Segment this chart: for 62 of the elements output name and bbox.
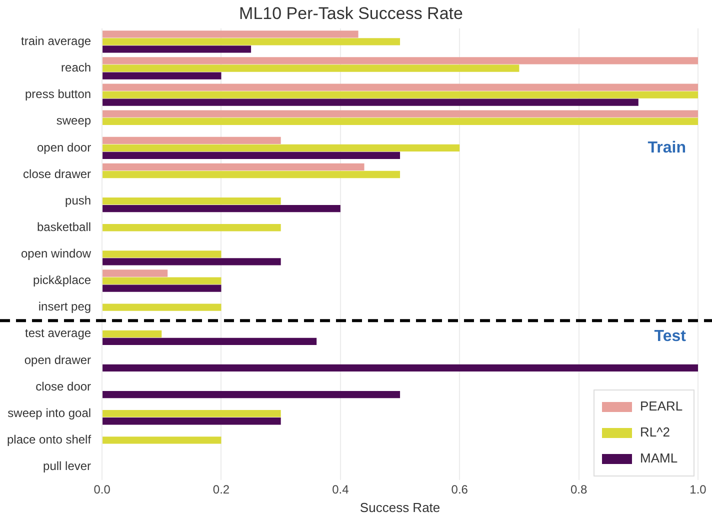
bar [102,144,460,152]
y-tick-label: sweep [56,114,92,128]
x-tick-label: 1.0 [690,482,707,497]
bar [102,110,698,118]
bar [102,224,281,232]
bar [102,304,222,311]
bar [102,152,400,160]
annotation: Test [654,328,687,345]
bar [102,330,162,338]
bar [102,72,222,80]
y-tick-label: insert peg [38,300,92,314]
bar [102,436,222,444]
y-tick-label: reach [61,60,92,75]
y-tick-label: pick&place [33,273,92,288]
x-tick-label: 0.4 [332,482,350,497]
bar [102,390,400,398]
bar [102,84,698,91]
bar [102,418,281,425]
y-tick-label: basketball [37,220,92,234]
y-tick-label: test average [25,326,92,340]
y-tick-label: close drawer [23,166,92,181]
bar [102,98,638,106]
y-tick-label: press button [25,87,92,102]
bar [102,410,281,418]
annotation: Train [648,139,686,156]
y-tick-label: push [65,193,92,208]
bar [102,91,698,98]
y-tick-label: train average [21,34,92,48]
bar [102,64,520,72]
chart-title: ML10 Per-Task Success Rate [239,4,463,23]
x-tick-label: 0.0 [94,482,111,497]
y-tick-label: pull lever [43,459,92,474]
x-tick-label: 0.2 [212,482,230,497]
legend-label: RL^2 [640,424,670,440]
bar [102,277,222,284]
bar [102,338,317,345]
legend-label: MAML [640,450,678,466]
bar [102,46,252,53]
y-tick-label: close door [36,379,92,394]
y-tick-label: open drawer [24,352,92,367]
legend-label: PEARL [640,398,683,414]
x-tick-label: 0.6 [451,482,468,497]
bar [102,136,281,144]
bar [102,284,222,292]
x-axis-title: Success Rate [360,500,440,515]
x-tick-label: 0.8 [570,482,588,497]
bar [102,205,340,212]
y-tick-label: place onto shelf [6,432,92,446]
bar [102,38,400,46]
bar [102,258,281,266]
y-tick-label: open door [37,140,92,154]
bar [102,30,358,38]
bar [102,197,281,205]
bar [102,57,698,64]
bar [102,118,698,125]
y-tick-label: sweep into goal [8,406,92,420]
y-tick-label: open window [20,246,92,261]
bar [102,364,698,372]
bar [102,250,222,258]
bar [102,270,168,277]
bar [102,163,364,171]
bar [102,170,400,178]
